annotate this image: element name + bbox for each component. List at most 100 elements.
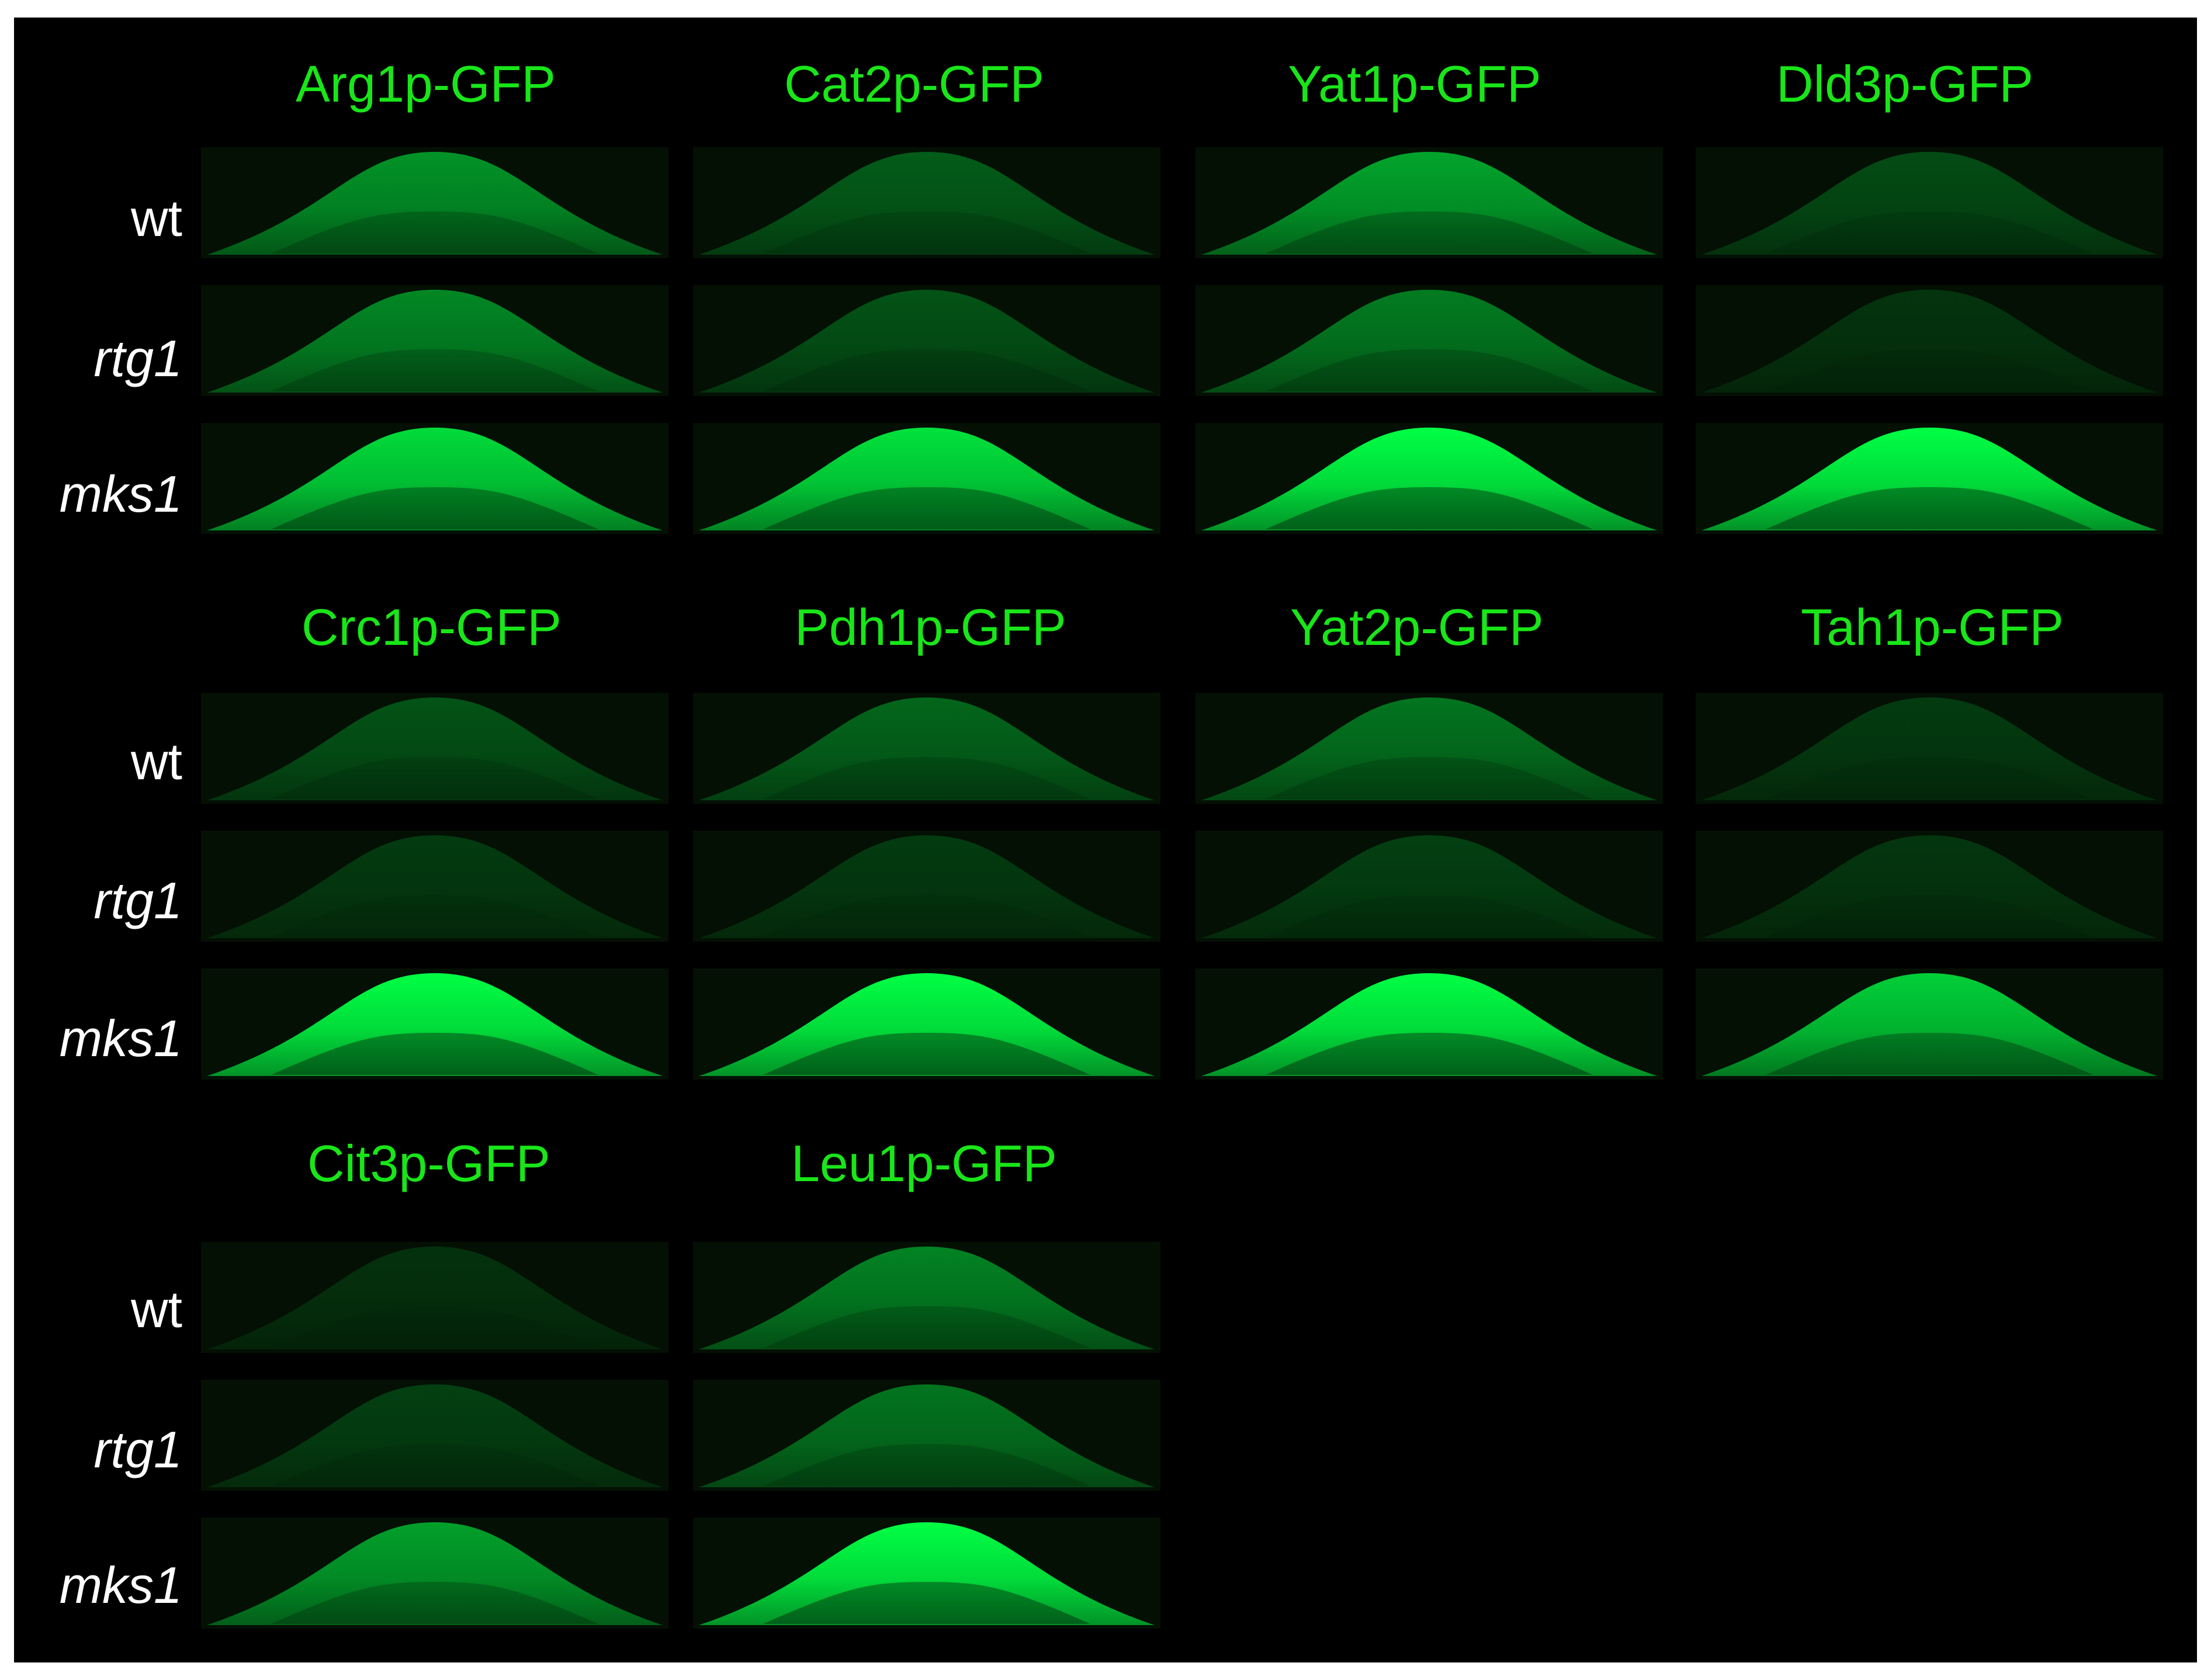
row-label-wt: wt	[131, 1280, 182, 1338]
row-label-mks1: mks1	[59, 465, 182, 523]
colony-core-shadow	[1266, 757, 1593, 799]
colony-dome	[1701, 428, 2157, 530]
colony-core-shadow	[271, 1444, 598, 1486]
colony-core-shadow	[1266, 487, 1593, 529]
colony-core-shadow	[763, 895, 1090, 937]
colony-core-shadow	[763, 1033, 1090, 1075]
colony-core-shadow	[763, 1444, 1090, 1486]
colony-core-shadow	[763, 1306, 1090, 1348]
colony-core-shadow	[763, 349, 1090, 391]
colony-image	[201, 1380, 668, 1491]
colony-image	[693, 423, 1160, 534]
colony-dome	[1701, 973, 2157, 1076]
colony-image	[1696, 423, 2163, 534]
colony-dome	[1701, 697, 2157, 800]
colony-image	[693, 147, 1160, 258]
colony-image	[201, 693, 668, 804]
row-label-rtg1: rtg1	[93, 329, 182, 387]
row-label-rtg1: rtg1	[93, 872, 182, 929]
colony-image	[693, 693, 1160, 804]
construct-title: Yat2p-GFP	[1290, 598, 1544, 656]
colony-core-shadow	[1766, 349, 2093, 391]
colony-dome	[699, 1384, 1155, 1487]
colony-dome	[699, 973, 1155, 1076]
micrograph-figure: Arg1p-GFP Cat2p-GFP Yat1p-GFP Dld3p-GFP …	[14, 18, 2197, 1662]
colony-core-shadow	[1766, 895, 2093, 937]
colony-dome	[1201, 428, 1657, 530]
colony-image	[1696, 693, 2163, 804]
colony-image	[201, 1242, 668, 1353]
construct-title: Tah1p-GFP	[1801, 598, 2064, 656]
colony-image	[693, 1242, 1160, 1353]
colony-core-shadow	[271, 1306, 598, 1348]
colony-dome	[207, 152, 663, 255]
colony-image	[1696, 147, 2163, 258]
row-label-wt: wt	[131, 189, 182, 247]
colony-core-shadow	[1266, 211, 1593, 254]
colony-dome	[207, 697, 663, 800]
colony-core-shadow	[763, 757, 1090, 799]
construct-title: Pdh1p-GFP	[795, 598, 1066, 656]
colony-dome	[1201, 973, 1657, 1076]
colony-core-shadow	[1266, 349, 1593, 391]
colony-dome	[1701, 835, 2157, 938]
colony-image	[1696, 831, 2163, 942]
colony-image	[693, 1518, 1160, 1629]
colony-dome	[207, 835, 663, 938]
colony-image	[693, 1380, 1160, 1491]
row-label-mks1: mks1	[59, 1556, 182, 1614]
row-label-wt: wt	[131, 733, 182, 790]
colony-image	[201, 1518, 668, 1629]
colony-dome	[207, 973, 663, 1076]
colony-image	[693, 969, 1160, 1079]
colony-image	[1696, 285, 2163, 396]
colony-dome	[1201, 835, 1657, 938]
colony-dome	[207, 1522, 663, 1625]
colony-core-shadow	[271, 895, 598, 937]
colony-image	[201, 147, 668, 258]
colony-dome	[207, 428, 663, 530]
construct-title: Crc1p-GFP	[302, 598, 562, 656]
colony-dome	[1201, 290, 1657, 393]
colony-core-shadow	[271, 1582, 598, 1624]
colony-core-shadow	[763, 1582, 1090, 1624]
construct-title: Leu1p-GFP	[791, 1134, 1057, 1192]
colony-dome	[207, 1384, 663, 1487]
colony-core-shadow	[271, 349, 598, 391]
colony-core-shadow	[271, 211, 598, 254]
colony-image	[201, 423, 668, 534]
row-label-rtg1: rtg1	[93, 1421, 182, 1478]
construct-title: Arg1p-GFP	[296, 55, 556, 113]
colony-image	[1696, 969, 2163, 1079]
colony-core-shadow	[271, 1033, 598, 1075]
colony-core-shadow	[1766, 1033, 2093, 1075]
colony-dome	[699, 152, 1155, 255]
colony-dome	[699, 290, 1155, 393]
colony-dome	[699, 835, 1155, 938]
colony-core-shadow	[1266, 895, 1593, 937]
colony-core-shadow	[763, 211, 1090, 254]
colony-dome	[1701, 152, 2157, 255]
construct-title: Yat1p-GFP	[1288, 55, 1541, 113]
colony-image	[201, 969, 668, 1079]
colony-image	[201, 285, 668, 396]
colony-image	[1195, 147, 1663, 258]
colony-image	[1195, 693, 1663, 804]
colony-dome	[207, 290, 663, 393]
colony-image	[693, 285, 1160, 396]
colony-core-shadow	[271, 757, 598, 799]
colony-dome	[1201, 152, 1657, 255]
colony-core-shadow	[271, 487, 598, 529]
colony-dome	[1201, 697, 1657, 800]
colony-core-shadow	[1766, 757, 2093, 799]
colony-image	[1195, 285, 1663, 396]
colony-core-shadow	[1766, 487, 2093, 529]
colony-image	[1195, 423, 1663, 534]
colony-dome	[1701, 290, 2157, 393]
colony-core-shadow	[763, 487, 1090, 529]
construct-title: Dld3p-GFP	[1776, 55, 2034, 113]
colony-core-shadow	[1766, 211, 2093, 254]
colony-dome	[699, 1522, 1155, 1625]
colony-image	[1195, 969, 1663, 1079]
colony-dome	[207, 1247, 663, 1349]
